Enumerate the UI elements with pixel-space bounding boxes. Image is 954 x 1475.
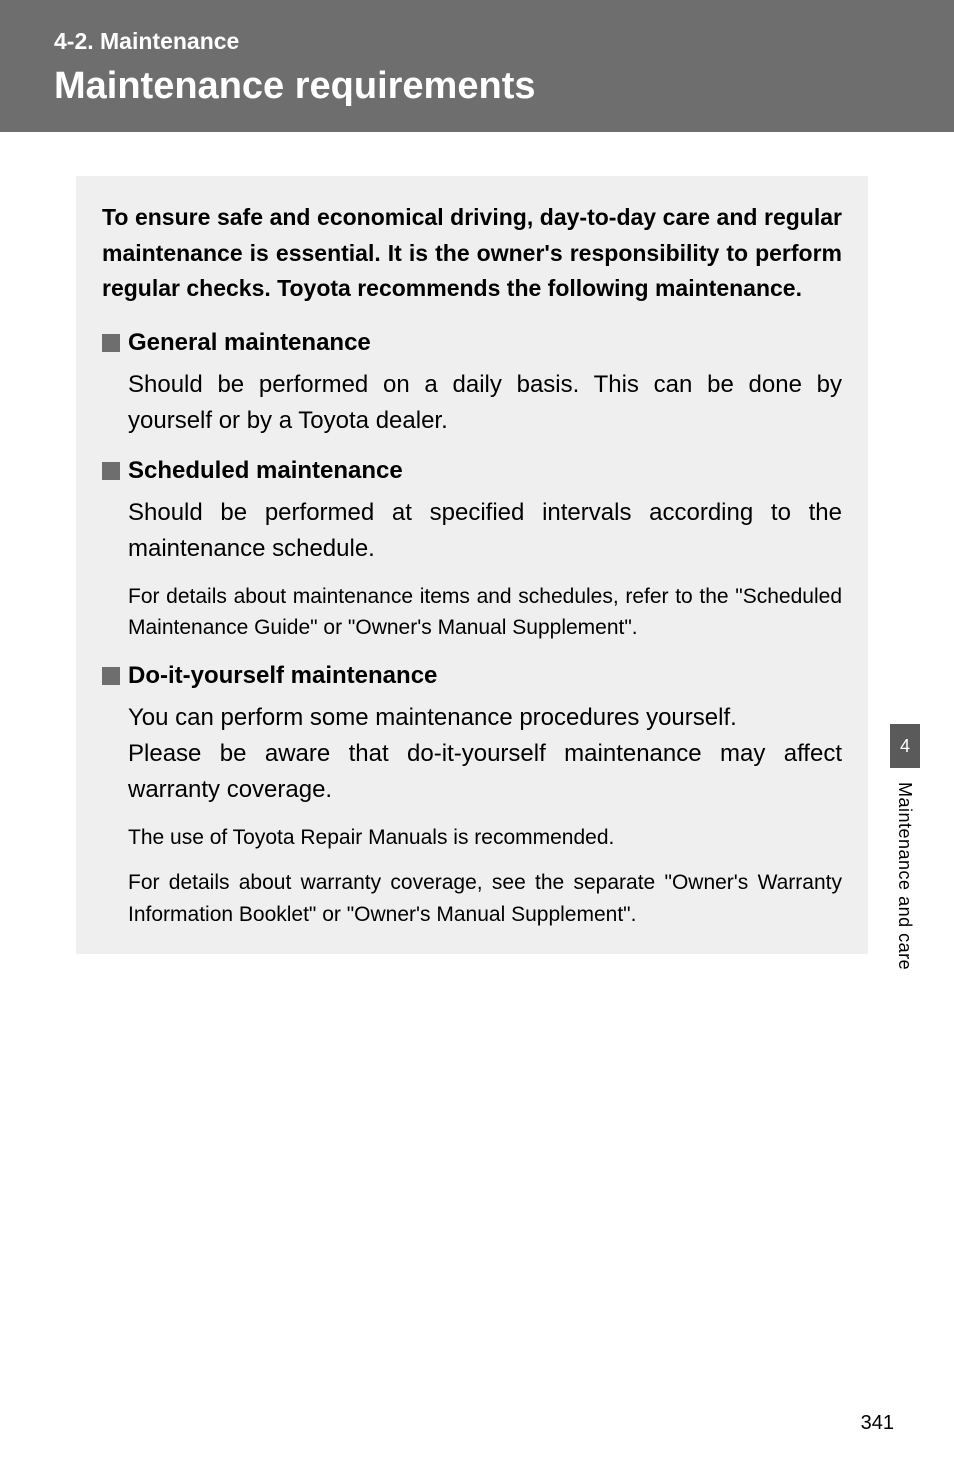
section-title: Maintenance requirements (54, 65, 954, 108)
heading-row: Scheduled maintenance (102, 457, 842, 485)
block-heading: Do-it-yourself maintenance (128, 662, 437, 690)
content-box: To ensure safe and economical driving, d… (76, 176, 868, 954)
block-body: Should be performed on a daily basis. Th… (128, 367, 842, 439)
block-sub: For details about warranty coverage, see… (128, 867, 842, 930)
tab-number: 4 (900, 736, 910, 757)
block-body: You can perform some maintenance procedu… (128, 700, 842, 808)
page-number: 341 (861, 1412, 894, 1435)
block-sub: For details about maintenance items and … (128, 581, 842, 644)
block-heading: Scheduled maintenance (128, 457, 403, 485)
heading-row: Do-it-yourself maintenance (102, 662, 842, 690)
square-bullet-icon (102, 334, 120, 352)
tab-text: Maintenance and care (894, 782, 915, 970)
side-tab: 4 Maintenance and care (890, 724, 920, 970)
block-body: Should be performed at specified interva… (128, 495, 842, 567)
square-bullet-icon (102, 667, 120, 685)
tab-number-box: 4 (890, 724, 920, 768)
block-heading: General maintenance (128, 329, 371, 357)
block-sub: The use of Toyota Repair Manuals is reco… (128, 822, 842, 854)
square-bullet-icon (102, 462, 120, 480)
intro-paragraph: To ensure safe and economical driving, d… (102, 200, 842, 307)
page-root: 4-2. Maintenance Maintenance requirement… (0, 0, 954, 1475)
heading-row: General maintenance (102, 329, 842, 357)
section-label: 4-2. Maintenance (54, 28, 954, 55)
header-band: 4-2. Maintenance Maintenance requirement… (0, 0, 954, 132)
